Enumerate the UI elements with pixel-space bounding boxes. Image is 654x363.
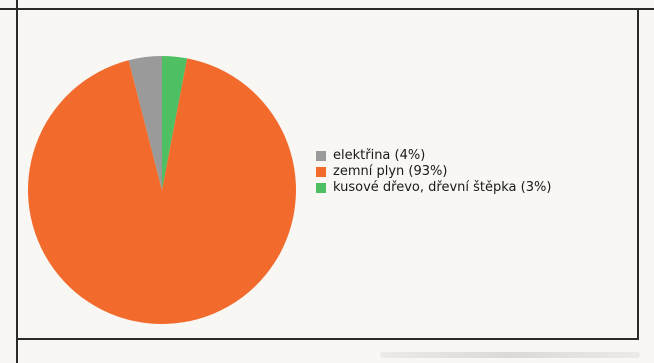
legend-label-zemni-plyn: zemní plyn (93%) [333, 164, 448, 179]
legend-item-elektrina: elektřina (4%) [316, 149, 616, 162]
footer-faint-mark [380, 352, 640, 358]
pie-slice-elektrina [128, 56, 162, 190]
legend-swatch-drevo [316, 183, 326, 193]
right-border-line [637, 10, 639, 340]
left-border-line [16, 0, 18, 363]
legend-item-zemni-plyn: zemní plyn (93%) [316, 165, 616, 178]
legend-swatch-elektrina [316, 151, 326, 161]
top-border-line [0, 8, 654, 10]
legend-label-elektrina: elektřina (4%) [333, 148, 426, 163]
legend-swatch-zemni-plyn [316, 167, 326, 177]
legend-label-drevo: kusové dřevo, dřevní štěpka (3%) [333, 180, 552, 195]
legend-item-drevo: kusové dřevo, dřevní štěpka (3%) [316, 181, 616, 194]
pie-slices-group [27, 56, 297, 325]
pie-slice-zemni-plyn [27, 58, 297, 325]
chart-legend: elektřina (4%) zemní plyn (93%) kusové d… [316, 149, 616, 197]
pie-slice-drevo [162, 56, 188, 190]
bottom-border-line [18, 338, 639, 340]
